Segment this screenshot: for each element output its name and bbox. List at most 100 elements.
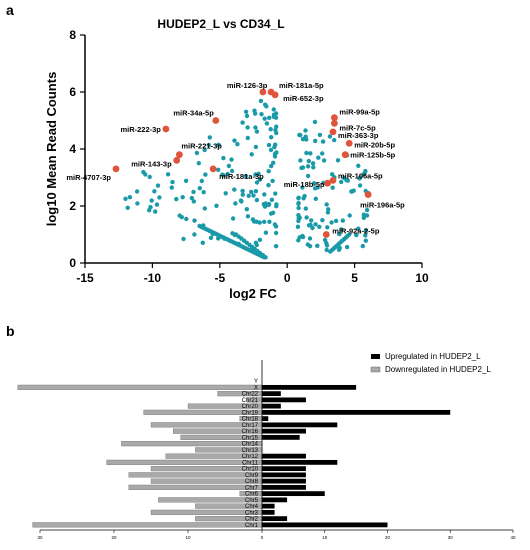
chromosome-label: Chr4 (245, 504, 259, 510)
mirna-point (201, 190, 206, 195)
mirna-point (347, 213, 352, 218)
mirna-point (244, 207, 249, 212)
mirna-point (154, 202, 160, 207)
mirna-point (363, 168, 368, 174)
mirna-point (262, 204, 268, 209)
mirna-point (361, 215, 366, 220)
mirna-point (320, 139, 326, 144)
mirna-point (246, 193, 251, 198)
mirna-point (257, 237, 263, 242)
mirna-label: miR-7c-5p (339, 123, 376, 132)
bar-x-tick-label: 10 (185, 535, 191, 540)
highlighted-point (162, 125, 170, 133)
bar-upregulated (262, 516, 288, 522)
bar-upregulated (262, 434, 300, 440)
mirna-point (267, 115, 272, 121)
mirna-point (360, 243, 365, 249)
mirna-point (251, 193, 256, 198)
legend-label-down: Downregulated in HUDEP2_L (385, 365, 491, 374)
mirna-point (169, 185, 174, 190)
chromosome-label: Chr9 (245, 473, 259, 479)
bar-upregulated (262, 397, 306, 403)
bar-upregulated (262, 384, 357, 390)
mirna-point (296, 195, 301, 201)
mirna-point (344, 177, 349, 183)
mirna-label: miR-652-3p (283, 94, 324, 103)
mirna-point (300, 137, 306, 142)
mirna-point (148, 204, 153, 210)
bar-downregulated (32, 522, 263, 528)
mirna-point (297, 132, 302, 138)
mirna-point (134, 189, 140, 194)
mirna-label: miR-106a-5p (338, 171, 383, 180)
mirna-label: miR-18b-5p (284, 180, 325, 189)
mirna-point (266, 169, 271, 174)
x-tick-label: 5 (351, 271, 358, 285)
mirna-point (303, 128, 308, 133)
chromosome-label: Chr14 (242, 442, 259, 448)
mirna-point (273, 191, 278, 196)
highlighted-point (176, 151, 183, 159)
mirna-point (208, 235, 214, 240)
mirna-point (271, 112, 277, 118)
mirna-point (313, 196, 318, 201)
mirna-label: miR-99a-5p (339, 108, 380, 117)
mirna-point (267, 219, 272, 224)
mirna-point (254, 129, 260, 134)
bar-axis-ticks: 30 20 10 0 10 20 30 40 (37, 530, 516, 540)
mirna-point (258, 98, 264, 104)
mirna-point (271, 107, 276, 112)
x-tick-label: -10 (144, 271, 162, 285)
mirna-point (149, 198, 154, 203)
mirna-point (191, 199, 196, 204)
mirna-point (192, 218, 197, 223)
mirna-point (225, 171, 230, 177)
mirna-point (315, 243, 320, 248)
mirna-point (337, 245, 342, 251)
mirna-label: miR-126-3p (227, 81, 268, 90)
bar-upregulated (262, 522, 388, 528)
mirna-point (206, 142, 211, 148)
highlighted-point (331, 119, 338, 127)
mirna-point (329, 220, 334, 225)
mirna-point (273, 127, 278, 133)
mirna-point (327, 134, 333, 139)
mirna-point (320, 218, 325, 223)
chromosome-label: Chr11 (242, 460, 259, 466)
chromosome-label: Chr21 (242, 398, 259, 404)
mirna-point (364, 213, 370, 218)
mirna-point (232, 138, 237, 143)
mirna-point (230, 231, 235, 236)
mirna-point (304, 137, 309, 142)
x-tick-label: 10 (415, 271, 429, 285)
mirna-point (216, 142, 221, 147)
mirna-point (254, 242, 259, 248)
chromosome-label: Chr13 (242, 448, 259, 454)
x-tick-label: 0 (284, 271, 291, 285)
mirna-label: miR-181a-5p (279, 81, 324, 90)
mirna-point (300, 165, 306, 170)
mirna-point (312, 119, 318, 125)
mirna-point (270, 178, 275, 184)
bar-downregulated (17, 384, 263, 390)
mirna-label: miR-34a-5p (173, 109, 214, 118)
mirna-point (207, 135, 212, 140)
mirna-point (273, 142, 278, 147)
mirna-point (203, 172, 208, 177)
bar-upregulated (262, 509, 275, 515)
chromosome-labels: Chr1Chr2Chr3Chr4Chr5Chr6Chr7Chr8Chr9Chr1… (242, 379, 259, 529)
mirna-label: miR-363-3p (338, 131, 379, 140)
mirna-point (263, 102, 268, 107)
bar-upregulated (262, 391, 281, 397)
mirna-point (216, 236, 221, 241)
chromosome-label: Chr3 (245, 510, 259, 516)
mirna-point (210, 231, 215, 237)
mirna-point (181, 236, 186, 242)
legend: Upregulated in HUDEP2_L Downregulated in… (370, 352, 491, 374)
mirna-point (356, 163, 361, 168)
mirna-point (141, 169, 146, 175)
mirna-point (268, 127, 273, 132)
mirna-point (199, 178, 204, 184)
mirna-point (262, 116, 267, 121)
